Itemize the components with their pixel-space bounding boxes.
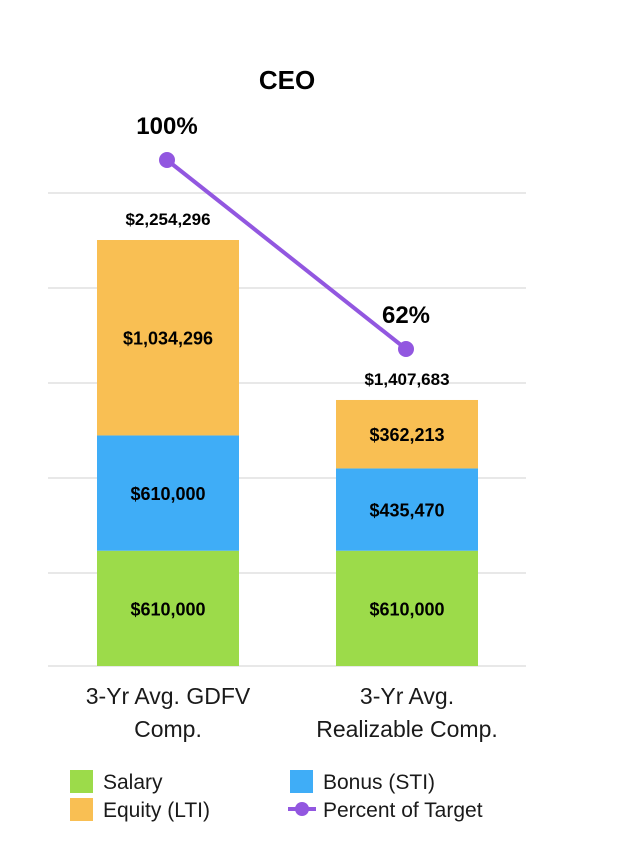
legend: Salary Bonus (STI) Equity (LTI) Percent of … <box>70 770 483 822</box>
legend-item: Bonus (STI) <box>290 770 435 794</box>
legend-label: Bonus (STI) <box>323 771 435 794</box>
bar-total-label: $1,407,683 <box>364 370 449 389</box>
bars <box>97 240 478 666</box>
category-label: 3-Yr Avg. <box>360 683 454 709</box>
percent-of-target-line: 100% 62% <box>136 113 430 357</box>
segment-value-label: $610,000 <box>130 599 205 619</box>
category-label: Comp. <box>134 716 202 742</box>
legend-item: Percent of Target <box>288 799 483 822</box>
legend-label: Salary <box>103 771 163 794</box>
bar-total-label: $2,254,296 <box>125 210 210 229</box>
legend-swatch <box>290 770 313 793</box>
percent-label: 100% <box>136 113 197 140</box>
category-label: 3-Yr Avg. GDFV <box>86 683 251 709</box>
segment-value-label: $610,000 <box>369 599 444 619</box>
percent-line <box>165 158 408 351</box>
legend-label: Equity (LTI) <box>103 799 210 822</box>
legend-label: Percent of Target <box>323 799 483 822</box>
legend-marker <box>295 802 309 816</box>
segment-value-label: $1,034,296 <box>123 329 213 349</box>
chart-title: CEO <box>259 65 315 95</box>
percent-point <box>398 341 414 357</box>
legend-swatch <box>70 770 93 793</box>
percent-label: 62% <box>382 302 430 329</box>
legend-item: Equity (LTI) <box>70 798 210 822</box>
bar-segment-equity-lti <box>336 399 478 469</box>
bar-segment-bonus-sti <box>336 468 478 551</box>
total-labels: $2,254,296 $1,407,683 <box>125 210 449 389</box>
segment-value-label: $435,470 <box>369 501 444 521</box>
percent-point <box>159 152 175 168</box>
category-label: Realizable Comp. <box>316 716 498 742</box>
segment-labels: $610,000 $610,000 $1,034,296 $610,000 $435,4… <box>123 329 445 620</box>
category-labels: 3-Yr Avg. GDFV Comp. 3-Yr Avg. Realizable C… <box>86 683 498 742</box>
bar-segment-bonus-sti <box>97 435 239 551</box>
legend-swatch <box>70 798 93 821</box>
segment-value-label: $610,000 <box>130 484 205 504</box>
legend-item: Salary <box>70 770 163 794</box>
bar-segment-salary <box>97 550 239 666</box>
bar-segment-equity-lti <box>97 240 239 436</box>
bar-segment-salary <box>336 550 478 666</box>
segment-value-label: $362,213 <box>369 425 444 445</box>
